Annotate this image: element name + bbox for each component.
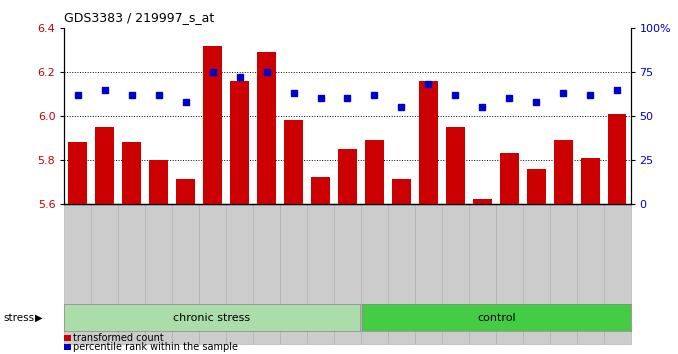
Bar (527, 169, 546, 204)
Bar (392, 179, 411, 204)
FancyBboxPatch shape (468, 204, 496, 344)
Bar (284, 120, 303, 204)
Bar (446, 127, 464, 204)
Bar (176, 179, 195, 204)
Bar (338, 149, 357, 204)
FancyBboxPatch shape (226, 204, 253, 344)
Text: stress: stress (3, 313, 35, 323)
Text: transformed count: transformed count (73, 333, 164, 343)
Bar (64, 335, 71, 341)
FancyBboxPatch shape (388, 204, 415, 344)
Bar (149, 160, 168, 204)
Bar (96, 127, 115, 204)
Bar (607, 114, 626, 204)
FancyBboxPatch shape (603, 204, 631, 344)
Bar (203, 46, 222, 204)
FancyBboxPatch shape (576, 204, 603, 344)
FancyBboxPatch shape (172, 204, 199, 344)
Bar (231, 81, 249, 204)
Text: ▶: ▶ (35, 313, 43, 323)
Text: chronic stress: chronic stress (174, 313, 251, 323)
FancyBboxPatch shape (199, 204, 226, 344)
FancyBboxPatch shape (119, 204, 145, 344)
FancyBboxPatch shape (253, 204, 280, 344)
Bar (311, 177, 330, 204)
Bar (419, 81, 438, 204)
FancyBboxPatch shape (92, 204, 119, 344)
Bar (122, 142, 141, 204)
FancyBboxPatch shape (307, 204, 334, 344)
FancyBboxPatch shape (496, 204, 523, 344)
Bar (580, 158, 599, 204)
FancyBboxPatch shape (415, 204, 442, 344)
Bar (365, 140, 384, 204)
FancyBboxPatch shape (442, 204, 468, 344)
FancyBboxPatch shape (64, 204, 92, 344)
FancyBboxPatch shape (145, 204, 172, 344)
Text: GDS3383 / 219997_s_at: GDS3383 / 219997_s_at (64, 11, 215, 24)
Text: percentile rank within the sample: percentile rank within the sample (73, 342, 239, 352)
FancyBboxPatch shape (361, 204, 388, 344)
Bar (554, 140, 573, 204)
FancyBboxPatch shape (334, 204, 361, 344)
Bar (500, 153, 519, 204)
FancyBboxPatch shape (523, 204, 550, 344)
Bar (473, 199, 492, 204)
FancyBboxPatch shape (280, 204, 307, 344)
Text: control: control (477, 313, 516, 323)
FancyBboxPatch shape (550, 204, 576, 344)
Bar (64, 344, 71, 350)
Bar (68, 142, 87, 204)
Bar (257, 52, 276, 204)
